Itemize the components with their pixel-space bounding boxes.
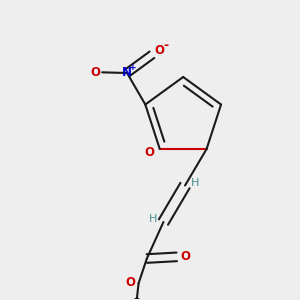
Text: +: + — [129, 62, 137, 71]
Text: O: O — [125, 276, 135, 289]
Text: O: O — [145, 146, 155, 159]
Text: O: O — [90, 66, 100, 79]
Text: O: O — [180, 250, 190, 263]
Text: -: - — [163, 39, 168, 52]
Text: N: N — [122, 67, 132, 80]
Text: O: O — [154, 44, 164, 57]
Text: H: H — [149, 214, 158, 224]
Text: H: H — [191, 178, 199, 188]
